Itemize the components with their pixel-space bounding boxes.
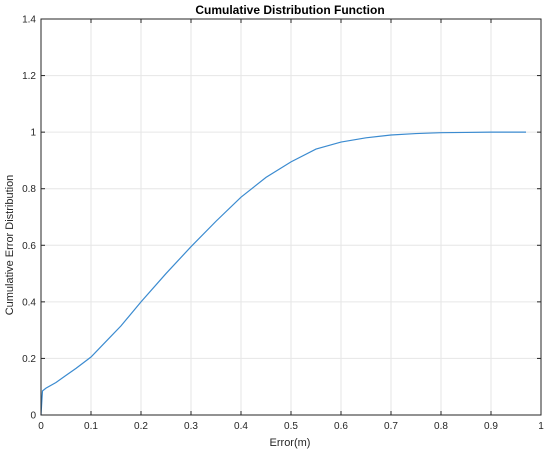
ticks: 0 0.1 0.2 0.3 0.4 0.5 0.6 0.7 0.8 0.9 1 0 0.2 0.4 0.6 0… xyxy=(22,15,544,433)
y-tick-label: 0 xyxy=(30,411,36,422)
y-tick-label: 1 xyxy=(30,128,36,139)
x-tick-label: 0.9 xyxy=(484,421,498,432)
x-axis-label: Error(m) xyxy=(270,437,311,449)
x-tick-label: 0.7 xyxy=(384,421,398,432)
y-tick-label: 0.2 xyxy=(22,354,36,365)
x-tick-label: 0.1 xyxy=(84,421,98,432)
y-tick-label: 1.4 xyxy=(22,15,36,26)
y-tick-label: 0.8 xyxy=(22,184,36,195)
x-tick-label: 0.8 xyxy=(434,421,448,432)
y-tick-label: 1.2 xyxy=(22,71,36,82)
cdf-series-line xyxy=(40,131,526,416)
x-tick-label: 0 xyxy=(38,421,44,432)
x-tick-label: 0.6 xyxy=(334,421,348,432)
x-tick-label: 1 xyxy=(538,421,544,432)
y-axis-label: Cumulative Error Distribution xyxy=(4,175,16,316)
y-tick-label: 0.6 xyxy=(22,241,36,252)
y-tick-label: 0.4 xyxy=(22,297,36,308)
x-tick-label: 0.4 xyxy=(234,421,248,432)
chart-title: Cumulative Distribution Function xyxy=(195,3,384,17)
plot-area xyxy=(40,131,526,416)
x-tick-label: 0.2 xyxy=(134,421,148,432)
x-tick-label: 0.3 xyxy=(184,421,198,432)
x-tick-label: 0.5 xyxy=(284,421,298,432)
